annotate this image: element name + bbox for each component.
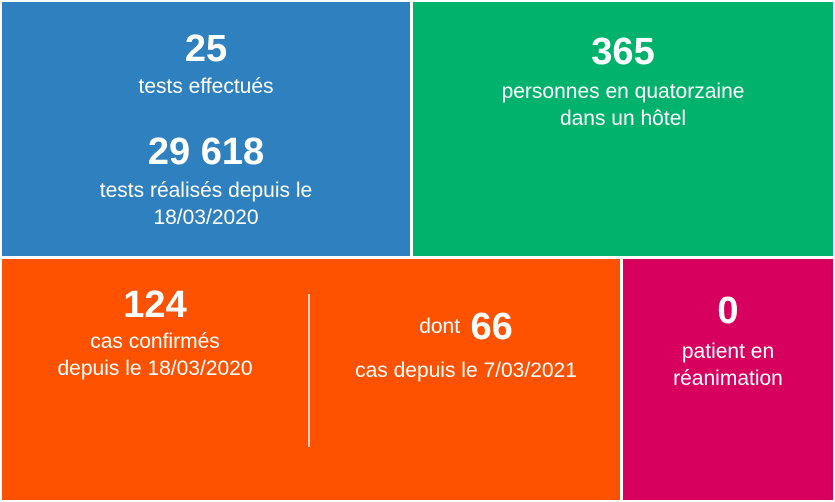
tests-tile: 25 tests effectués 29 618 tests réalisés… — [2, 2, 410, 256]
quarantine-label-line2: dans un hôtel — [559, 107, 687, 130]
total-cases-value: 124 — [123, 284, 187, 326]
quarantine-value: 365 — [591, 31, 655, 73]
cases-tile: 124 cas confirmés depuis le 18/03/2020 d… — [2, 259, 620, 500]
icu-value: 0 — [717, 290, 739, 332]
icu-label-line2: réanimation — [673, 367, 783, 390]
icu-tile: 0 patient en réanimation — [623, 259, 833, 500]
total-tests-label-line2: 18/03/2020 — [153, 206, 259, 229]
total-tests-value: 29 618 — [147, 131, 265, 173]
cases-divider — [308, 294, 310, 447]
total-tests-label-line1: tests réalisés depuis le — [99, 179, 313, 202]
recent-cases-headline: dont 66 — [312, 307, 620, 347]
daily-tests-value: 25 — [184, 28, 228, 70]
icu-label-line1: patient en — [681, 340, 775, 363]
quarantine-label-line1: personnes en quatorzaine — [501, 80, 745, 103]
total-cases-label-line2: depuis le 18/03/2020 — [57, 357, 253, 380]
daily-tests-label: tests effectués — [138, 75, 274, 98]
recent-cases-prefix: dont — [419, 315, 461, 338]
total-cases-label-line1: cas confirmés — [90, 330, 220, 353]
recent-cases-value: 66 — [470, 306, 513, 348]
recent-cases-label: cas depuis le 7/03/2021 — [355, 359, 577, 382]
quarantine-tile: 365 personnes en quatorzaine dans un hôt… — [413, 2, 833, 256]
